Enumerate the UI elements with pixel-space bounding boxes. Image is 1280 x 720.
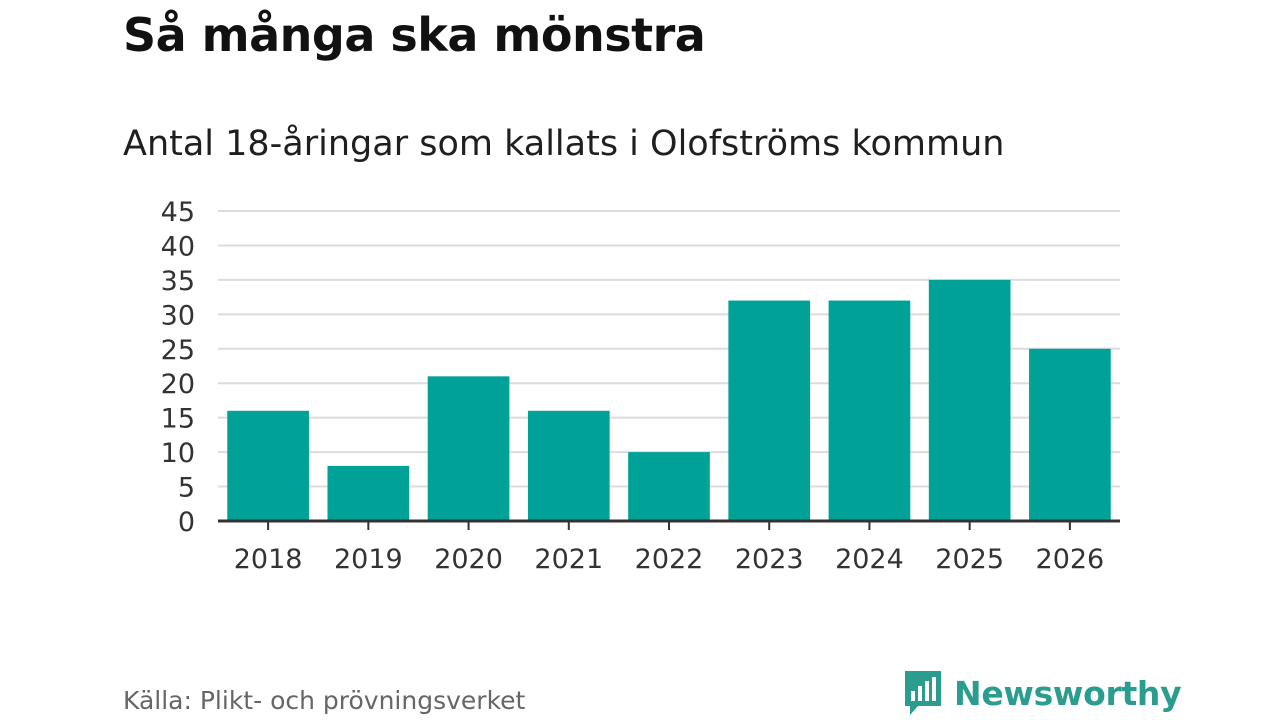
y-tick-label: 25 [161,335,195,366]
y-tick-label: 20 [161,369,195,400]
y-tick-label: 15 [161,404,195,435]
bar-2023[interactable] [728,300,811,521]
y-tick-label: 5 [178,473,195,504]
x-tick-label: 2019 [334,544,403,575]
newsworthy-logo-icon [905,671,941,715]
x-tick-label: 2018 [234,544,303,575]
y-tick-label: 40 [161,231,195,262]
x-tick-label: 2024 [835,544,904,575]
chart-title: Så många ska mönstra [123,8,706,62]
bar-2024[interactable] [828,300,911,521]
y-tick-label: 45 [161,197,195,228]
brand-logo[interactable]: Newsworthy [902,668,1182,718]
bar-2026[interactable] [1029,348,1111,521]
x-tick-label: 2021 [534,544,603,575]
bar-2020[interactable] [427,376,510,521]
x-tick-label: 2022 [635,544,704,575]
x-tick-label: 2025 [935,544,1004,575]
bar-2022[interactable] [628,452,710,521]
bar-2019[interactable] [327,465,410,521]
chart-subtitle: Antal 18-åringar som kallats i Olofström… [123,124,1005,164]
source-note: Källa: Plikt- och prövningsverket [123,686,526,715]
brand-name: Newsworthy [954,673,1182,713]
x-tick-label: 2020 [434,544,503,575]
y-tick-label: 0 [178,507,195,538]
y-tick-label: 35 [161,266,195,297]
x-axis-ticks: 2018 2019 2020 2021 2022 2023 2024 2025 2026 [234,521,1104,575]
bar-2025[interactable] [928,279,1011,521]
bar-2018[interactable] [227,410,309,521]
y-tick-label: 10 [161,438,195,469]
x-tick-label: 2026 [1036,544,1105,575]
y-tick-label: 30 [161,300,195,331]
bar-2021[interactable] [527,410,610,521]
bars [227,279,1111,521]
x-tick-label: 2023 [735,544,804,575]
